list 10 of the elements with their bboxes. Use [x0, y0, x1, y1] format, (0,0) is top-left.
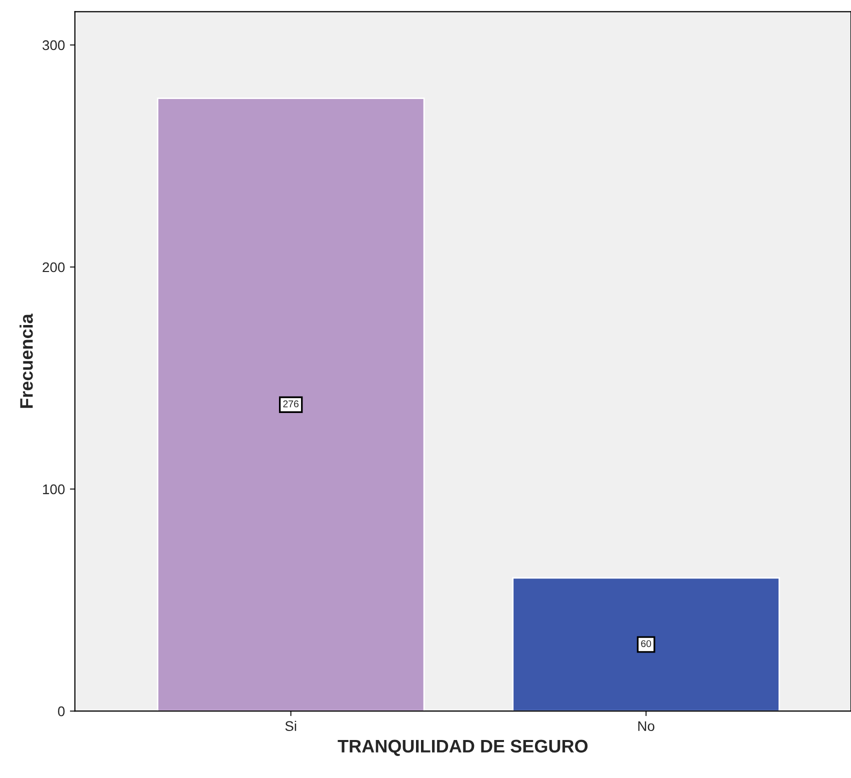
y-tick-label: 200 — [42, 262, 65, 272]
y-axis-title: Frecuencia — [20, 314, 33, 408]
y-tick-label: 300 — [42, 40, 65, 50]
y-tick-label: 0 — [58, 706, 65, 716]
x-tick-label: Si — [285, 720, 296, 732]
x-tick-label: No — [638, 721, 654, 732]
y-tick-label: 100 — [43, 484, 65, 494]
data-label: 276 — [283, 400, 299, 408]
x-axis-title: TRANQUILIDAD DE SEGURO — [338, 740, 588, 756]
data-label: 60 — [641, 640, 652, 648]
